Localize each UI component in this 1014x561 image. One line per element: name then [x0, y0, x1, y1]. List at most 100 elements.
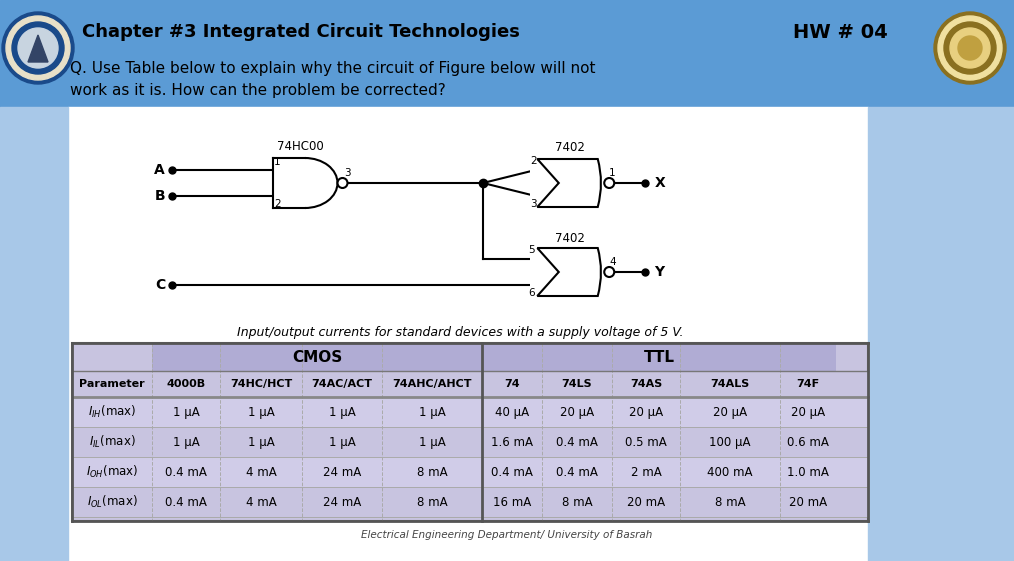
Text: 5: 5: [528, 245, 534, 255]
Text: 1: 1: [609, 168, 615, 178]
Text: 6: 6: [528, 288, 534, 298]
Text: 40 μA: 40 μA: [495, 406, 529, 419]
Circle shape: [958, 36, 982, 60]
Text: 74LS: 74LS: [562, 379, 592, 389]
Circle shape: [604, 267, 614, 277]
Text: 16 mA: 16 mA: [493, 495, 531, 508]
PathPatch shape: [537, 248, 601, 296]
Circle shape: [338, 178, 348, 188]
Circle shape: [944, 22, 996, 74]
Text: A: A: [154, 163, 165, 177]
Bar: [72, 427, 868, 457]
Text: 74AC/ACT: 74AC/ACT: [311, 379, 372, 389]
Text: C: C: [155, 278, 165, 292]
PathPatch shape: [537, 159, 601, 207]
Text: 74ALS: 74ALS: [711, 379, 749, 389]
Text: $I_{IL}$(max): $I_{IL}$(max): [88, 434, 135, 450]
Text: $I_{OH}$(max): $I_{OH}$(max): [86, 464, 138, 480]
Bar: [68, 107, 868, 561]
Circle shape: [604, 178, 614, 188]
Text: $I_{OL}$(max): $I_{OL}$(max): [86, 494, 137, 510]
Bar: [529, 246, 614, 298]
Text: 4: 4: [609, 257, 615, 267]
Text: 2: 2: [530, 156, 536, 166]
Text: CMOS: CMOS: [292, 350, 342, 365]
Text: 8 mA: 8 mA: [417, 466, 447, 479]
Text: 8 mA: 8 mA: [417, 495, 447, 508]
Text: Chapter #3 Integrated Circuit Technologies: Chapter #3 Integrated Circuit Technologi…: [82, 23, 520, 41]
Text: 1 μA: 1 μA: [329, 435, 355, 448]
Text: 1 μA: 1 μA: [172, 406, 200, 419]
Bar: [152, 343, 482, 371]
Circle shape: [938, 16, 1002, 80]
Text: 0.4 mA: 0.4 mA: [165, 495, 207, 508]
Text: 74F: 74F: [796, 379, 819, 389]
Text: Y: Y: [654, 265, 664, 279]
Text: 1 μA: 1 μA: [419, 406, 445, 419]
Text: Electrical Engineering Department/ University of Basrah: Electrical Engineering Department/ Unive…: [361, 530, 653, 540]
Text: 1: 1: [274, 157, 281, 167]
Circle shape: [2, 12, 74, 84]
Text: 2 mA: 2 mA: [631, 466, 661, 479]
Bar: [529, 157, 614, 209]
Circle shape: [6, 16, 70, 80]
Text: 24 mA: 24 mA: [322, 495, 361, 508]
Text: 1 μA: 1 μA: [247, 406, 275, 419]
Bar: [273, 158, 305, 208]
Text: X: X: [654, 176, 665, 190]
Text: 1.6 mA: 1.6 mA: [491, 435, 533, 448]
Bar: [0, 0, 1014, 107]
Text: B: B: [154, 189, 165, 203]
Text: $I_{IH}$(max): $I_{IH}$(max): [88, 404, 136, 420]
Text: 74AS: 74AS: [630, 379, 662, 389]
Text: 20 μA: 20 μA: [560, 406, 594, 419]
Text: work as it is. How can the problem be corrected?: work as it is. How can the problem be co…: [70, 82, 446, 98]
Bar: [482, 343, 836, 371]
Text: 4 mA: 4 mA: [245, 495, 277, 508]
Bar: [868, 107, 1014, 561]
Text: 0.4 mA: 0.4 mA: [165, 466, 207, 479]
Text: 7402: 7402: [555, 140, 585, 154]
Bar: [0, 107, 68, 561]
Bar: [72, 371, 868, 397]
Text: 74AHC/AHCT: 74AHC/AHCT: [392, 379, 472, 389]
Text: 74HC00: 74HC00: [277, 140, 323, 153]
Text: 7402: 7402: [555, 232, 585, 245]
Bar: [72, 343, 868, 521]
Text: 1 μA: 1 μA: [172, 435, 200, 448]
Text: Parameter: Parameter: [79, 379, 145, 389]
Text: 0.4 mA: 0.4 mA: [556, 466, 598, 479]
Text: 20 mA: 20 mA: [627, 495, 665, 508]
Circle shape: [18, 28, 58, 68]
Text: 3: 3: [344, 168, 351, 178]
Text: 0.6 mA: 0.6 mA: [787, 435, 828, 448]
Text: Input/output currents for standard devices with a supply voltage of 5 V.: Input/output currents for standard devic…: [236, 325, 683, 338]
Polygon shape: [28, 35, 48, 62]
Text: 24 mA: 24 mA: [322, 466, 361, 479]
Text: 1 μA: 1 μA: [419, 435, 445, 448]
Bar: [72, 487, 868, 517]
Circle shape: [12, 22, 64, 74]
Text: 20 μA: 20 μA: [629, 406, 663, 419]
Text: Q. Use Table below to explain why the circuit of Figure below will not: Q. Use Table below to explain why the ci…: [70, 61, 595, 76]
Text: 74HC/HCT: 74HC/HCT: [230, 379, 292, 389]
Circle shape: [934, 12, 1006, 84]
Text: 0.4 mA: 0.4 mA: [491, 466, 533, 479]
Bar: [72, 397, 868, 427]
Text: 8 mA: 8 mA: [715, 495, 745, 508]
Text: 74: 74: [504, 379, 520, 389]
Text: TTL: TTL: [644, 350, 674, 365]
Text: 1.0 mA: 1.0 mA: [787, 466, 828, 479]
Text: HW # 04: HW # 04: [793, 22, 887, 42]
Text: 1 μA: 1 μA: [329, 406, 355, 419]
Text: 2: 2: [274, 199, 281, 209]
Text: 20 μA: 20 μA: [713, 406, 747, 419]
Circle shape: [950, 28, 990, 68]
Text: 0.5 mA: 0.5 mA: [625, 435, 667, 448]
Text: 400 mA: 400 mA: [707, 466, 752, 479]
Bar: [72, 457, 868, 487]
Text: 20 μA: 20 μA: [791, 406, 825, 419]
Text: 20 mA: 20 mA: [789, 495, 827, 508]
Text: 8 mA: 8 mA: [562, 495, 592, 508]
Text: 3: 3: [530, 199, 536, 209]
